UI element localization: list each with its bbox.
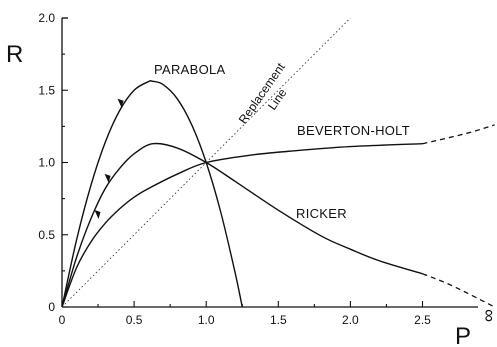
curve-labels: R P ∞ PARABOLA RICKER BEVERTON-HOLT Repl… [6,41,497,347]
curve-markers [94,98,124,219]
ricker-dashed-tail [422,273,495,308]
beverton-holt-label: BEVERTON-HOLT [297,123,410,138]
y-axis-title: R [6,41,23,68]
x-tick-label-0: 0 [59,313,66,327]
replacement-line-line [61,17,351,308]
x-axis-title: P [455,323,471,347]
x-tick-label-3: 1.5 [270,313,287,327]
y-tick-label-1: 0.5 [38,228,55,242]
beverton-holt-arrowhead [94,209,101,219]
ricker-curve [61,142,423,308]
y-tick-label-4: 2.0 [38,11,55,25]
parabola-arrowhead [117,98,124,108]
y-tick-label-2: 1.0 [38,156,55,170]
parabola-label: PARABOLA [154,62,226,77]
y-tick-label-3: 1.5 [38,83,55,97]
ricker-label: RICKER [296,206,347,221]
x-tick-label-5: 2.5 [414,313,431,327]
replacement-line-label: Replacement Line [236,60,290,126]
curves [61,17,495,308]
x-infinity-label: ∞ [478,309,497,322]
x-tick-label-2: 1.0 [198,313,215,327]
beverton-holt-curve [61,143,423,308]
parabola-curve [61,79,243,308]
beverton-holt-dashed-tail [422,124,495,145]
ricker-arrowhead [104,173,111,183]
x-tick-label-1: 0.5 [126,313,143,327]
axis-ticks: 0 0.5 1.0 1.5 2.0 2.5 0 0.5 1.0 1.5 2.0 [38,11,431,327]
y-tick-label-0: 0 [48,300,55,314]
x-tick-label-4: 2.0 [342,313,359,327]
